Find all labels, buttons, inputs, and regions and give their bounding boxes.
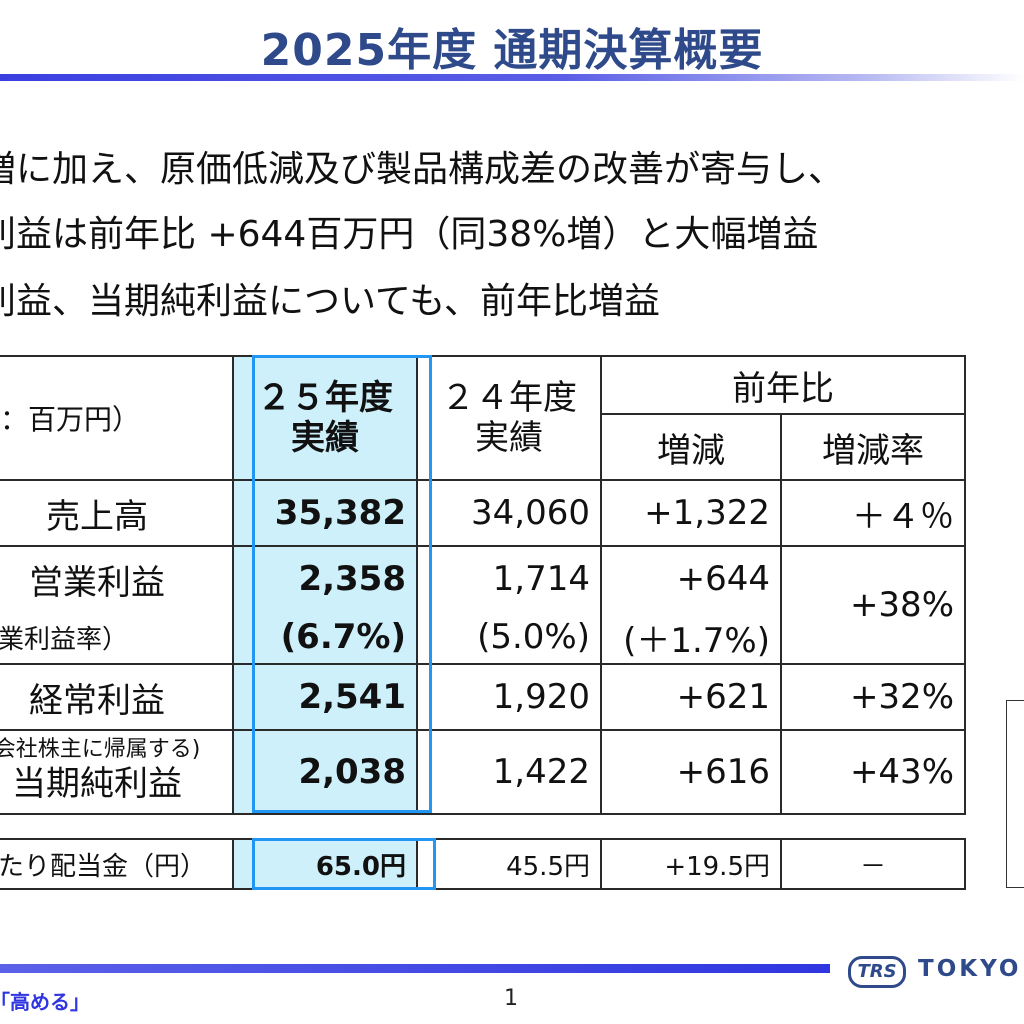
row-ordinary-profit: 経常利益 2,541 1,920 +621 +32% bbox=[0, 663, 966, 731]
header-yoy: 前年比 bbox=[600, 355, 966, 415]
row-operating-profit: 営業利益 2,358 1,714 +644 +38% bbox=[0, 545, 966, 665]
row-label: 営業利益率） bbox=[0, 611, 234, 665]
value-rate: ＋４％ bbox=[780, 479, 966, 547]
dividend-table: 当たり配当金（円） 65.0円 45.5円 +19.5円 － bbox=[0, 838, 966, 890]
row-label: 売上高 bbox=[0, 479, 234, 547]
row-sublabel: 会社株主に帰属する) bbox=[0, 737, 201, 762]
value-diff: +1,322 bbox=[600, 479, 782, 547]
company-name: TOKYO bbox=[918, 956, 1022, 982]
header-rate: 増減率 bbox=[780, 413, 966, 481]
value-fy25: 2,038 bbox=[232, 729, 418, 815]
value-fy24: (5.0%) bbox=[416, 611, 602, 665]
unit-label: 位：百万円） bbox=[0, 355, 234, 481]
page-number: 1 bbox=[504, 986, 518, 1011]
row-label: 当たり配当金（円） bbox=[0, 838, 234, 890]
summary-line-2: 利益は前年比 +644百万円（同38%増）と大幅増益 bbox=[0, 214, 819, 255]
value-diff: +621 bbox=[600, 663, 782, 731]
value-fy25: 35,382 bbox=[232, 479, 418, 547]
title-divider bbox=[0, 74, 1024, 81]
value-rate: +32% bbox=[780, 663, 966, 731]
value-rate: － bbox=[780, 838, 966, 890]
value-rate: +43% bbox=[780, 729, 966, 815]
row-sales: 売上高 35,382 34,060 +1,322 ＋４％ bbox=[0, 479, 966, 547]
value-fy24: 1,422 bbox=[416, 729, 602, 815]
summary-line-1: 増に加え、原価低減及び製品構成差の改善が寄与し、 bbox=[0, 149, 845, 190]
summary-line-3: 利益、当期純利益についても、前年比増益 bbox=[0, 281, 661, 322]
value-fy24: 1,920 bbox=[416, 663, 602, 731]
results-table: 位：百万円） ２５年度 実績 ２４年度 実績 前年比 増減 増減率 売上高 35… bbox=[0, 355, 966, 815]
footer-divider bbox=[0, 964, 830, 973]
header-diff: 増減 bbox=[600, 413, 782, 481]
row-label: 営業利益 bbox=[0, 545, 234, 611]
side-panel-edge bbox=[1006, 700, 1024, 888]
page-title: 2025年度 通期決算概要 bbox=[260, 25, 764, 76]
value-diff: (＋1.7%) bbox=[600, 611, 782, 665]
row-operating-margin: 営業利益率） (6.7%) (5.0%) (＋1.7%) bbox=[0, 611, 965, 665]
value-fy25: 2,358 bbox=[232, 545, 418, 611]
row-dividend: 当たり配当金（円） 65.0円 45.5円 +19.5円 － bbox=[0, 838, 966, 890]
value-fy24: 34,060 bbox=[416, 479, 602, 547]
company-logo: TRS bbox=[848, 956, 906, 988]
row-label: 経常利益 bbox=[0, 663, 234, 731]
header-fy24: ２４年度 実績 bbox=[416, 355, 602, 481]
value-fy25: 2,541 bbox=[232, 663, 418, 731]
footer-tagline: 「高める」 bbox=[0, 990, 90, 1014]
value-diff: +616 bbox=[600, 729, 782, 815]
value-fy25: (6.7%) bbox=[232, 611, 418, 665]
value-rate: +38% bbox=[780, 545, 966, 665]
value-fy25: 65.0円 bbox=[232, 838, 418, 890]
header-fy25: ２５年度 実績 bbox=[232, 355, 418, 481]
value-fy24: 1,714 bbox=[416, 545, 602, 611]
value-fy24: 45.5円 bbox=[416, 838, 602, 890]
row-net-income: 会社株主に帰属する) 当期純利益 2,038 1,422 +616 +43% bbox=[0, 729, 966, 815]
value-diff: +19.5円 bbox=[600, 838, 782, 890]
row-label: 当期純利益 bbox=[12, 764, 182, 804]
value-diff: +644 bbox=[600, 545, 782, 611]
row-label-cell: 会社株主に帰属する) 当期純利益 bbox=[0, 729, 234, 815]
